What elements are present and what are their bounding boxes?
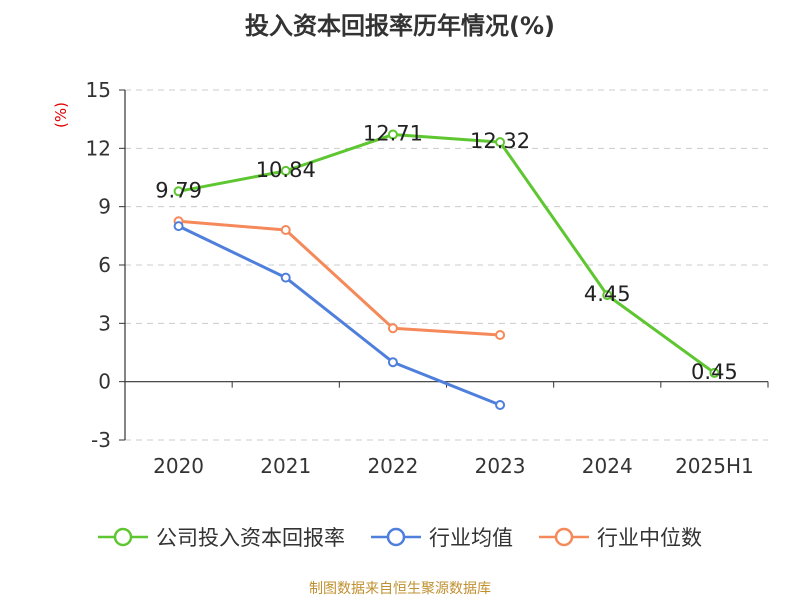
series-line xyxy=(178,133,716,375)
data-point xyxy=(173,221,184,232)
series-line xyxy=(178,219,501,337)
y-tick-label: 9 xyxy=(98,195,111,219)
data-point xyxy=(387,323,398,334)
data-point xyxy=(495,400,506,410)
data-label: 0.45 xyxy=(691,360,738,384)
data-point xyxy=(387,357,398,368)
data-label: 12.71 xyxy=(363,122,423,146)
data-point xyxy=(387,129,398,140)
data-label: 10.84 xyxy=(256,158,316,182)
x-tick-label: 2024 xyxy=(582,454,633,478)
data-label: 4.45 xyxy=(584,282,631,306)
x-tick-label: 2020 xyxy=(153,454,204,478)
data-point xyxy=(709,367,720,378)
data-source-note: 制图数据来自恒生聚源数据库 xyxy=(309,581,491,597)
chart-legend: 公司投入资本回报率 行业均值 行业中位数 xyxy=(0,520,800,554)
legend-item-company[interactable]: 公司投入资本回报率 xyxy=(98,522,345,552)
x-tick-label: 2023 xyxy=(475,454,526,478)
legend-label: 行业均值 xyxy=(429,526,513,550)
y-tick-label: 0 xyxy=(98,370,111,394)
data-point xyxy=(495,330,506,340)
legend-item-industry-median[interactable]: 行业中位数 xyxy=(539,522,702,552)
legend-marker-icon xyxy=(539,527,589,547)
data-label: 12.32 xyxy=(470,129,530,153)
data-point xyxy=(280,225,291,235)
legend-item-industry-mean[interactable]: 行业均值 xyxy=(371,522,513,552)
series-line xyxy=(177,224,501,407)
legend-label: 行业中位数 xyxy=(597,526,702,550)
x-tick-label: 2025H1 xyxy=(675,454,754,478)
y-axis-unit-label: (%) xyxy=(52,102,70,128)
legend-label: 公司投入资本回报率 xyxy=(156,526,345,550)
data-label: 9.79 xyxy=(155,178,202,202)
data-point xyxy=(280,165,291,176)
legend-marker-icon xyxy=(371,527,421,547)
y-tick-label: 15 xyxy=(86,78,111,102)
data-point xyxy=(602,290,613,301)
data-point xyxy=(173,186,184,197)
y-tick-label: -3 xyxy=(91,428,111,452)
chart-title: 投入资本回报率历年情况(%) xyxy=(245,12,555,40)
y-tick-label: 12 xyxy=(86,136,111,160)
x-tick-label: 2021 xyxy=(260,454,311,478)
data-point xyxy=(280,272,291,283)
data-point xyxy=(495,137,506,148)
y-tick-label: 6 xyxy=(98,253,111,277)
x-tick-label: 2022 xyxy=(367,454,418,478)
legend-marker-icon xyxy=(98,527,148,547)
y-tick-label: 3 xyxy=(98,311,111,335)
